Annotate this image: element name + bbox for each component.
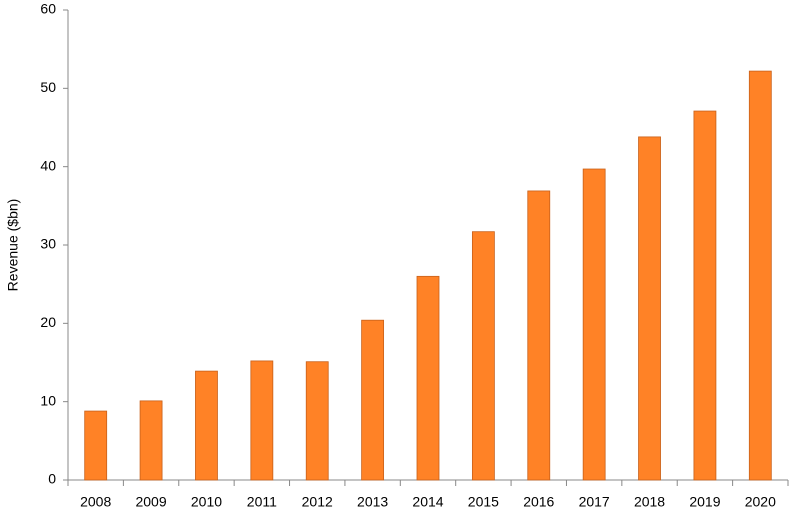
- x-tick-label: 2013: [357, 494, 388, 510]
- y-tick-label: 10: [40, 392, 56, 408]
- x-tick-label: 2018: [634, 494, 665, 510]
- y-tick-label: 20: [40, 314, 56, 330]
- bar: [693, 110, 717, 481]
- bar: [471, 231, 495, 481]
- bar: [139, 400, 163, 481]
- bar: [638, 136, 661, 481]
- bar: [361, 319, 385, 481]
- x-tick-label: 2019: [689, 494, 720, 510]
- x-tick-label: 2010: [191, 494, 222, 510]
- x-tick-label: 2012: [302, 494, 333, 510]
- y-axis-label: Revenue ($bn): [5, 199, 21, 292]
- x-tick-label: 2014: [412, 494, 443, 510]
- bar: [527, 190, 551, 481]
- y-tick-label: 30: [40, 236, 56, 252]
- x-tick-label: 2015: [468, 494, 499, 510]
- y-tick-label: 40: [40, 157, 56, 173]
- y-tick-label: 50: [40, 79, 56, 95]
- x-tick-label: 2017: [579, 494, 610, 510]
- x-tick-label: 2020: [745, 494, 776, 510]
- bar: [416, 275, 440, 481]
- x-tick-label: 2016: [523, 494, 554, 510]
- bar: [84, 410, 108, 481]
- bar: [748, 70, 772, 481]
- y-tick-label: 0: [48, 471, 56, 487]
- bar: [305, 361, 329, 481]
- bar: [195, 370, 218, 481]
- x-tick-label: 2011: [247, 494, 277, 510]
- bar: [582, 168, 606, 481]
- x-tick-label: 2009: [135, 494, 166, 510]
- y-tick-label: 60: [40, 1, 56, 17]
- bar: [250, 360, 274, 481]
- x-tick-label: 2008: [80, 494, 111, 510]
